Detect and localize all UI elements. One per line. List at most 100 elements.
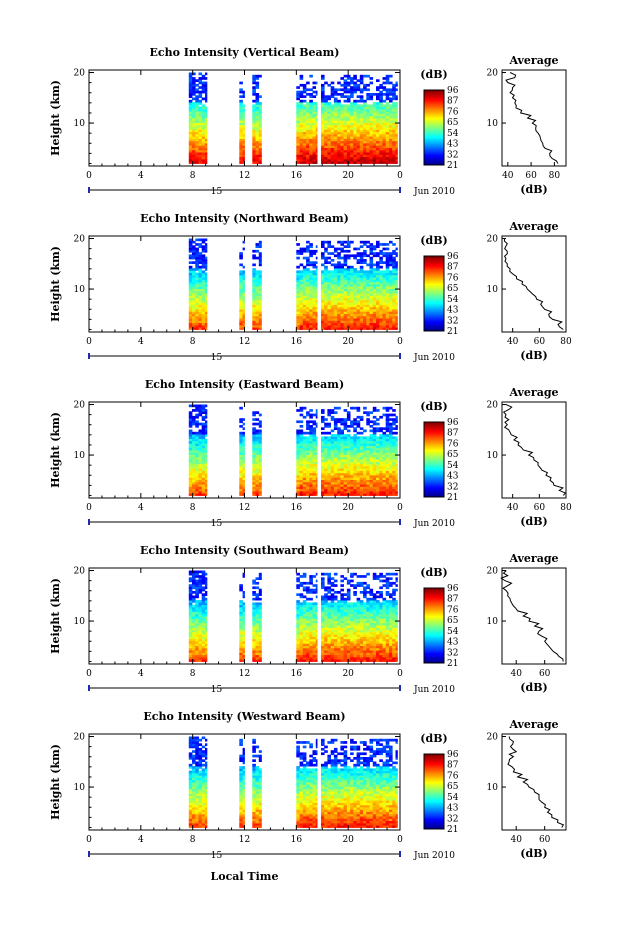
heatmap-cell — [359, 272, 364, 276]
heatmap-cell — [337, 136, 341, 139]
heatmap-cell — [255, 304, 260, 308]
heatmap-cell — [385, 309, 390, 312]
heatmap-cell — [366, 158, 370, 162]
heatmap-cell — [366, 304, 370, 308]
heatmap-cell — [198, 113, 203, 117]
heatmap-cell — [252, 604, 256, 608]
heatmap-cell — [353, 318, 357, 321]
heatmap-cell — [321, 290, 325, 294]
heatmap-cell — [346, 475, 351, 478]
heatmap-cell — [363, 259, 367, 262]
heatmap-cell — [392, 309, 396, 312]
heatmap-cell — [299, 247, 304, 251]
heatmap-cell — [239, 281, 243, 285]
heatmap-cell — [201, 618, 206, 621]
heatmap-cell — [359, 115, 364, 119]
heatmap-cell — [337, 311, 341, 314]
heatmap-cell — [302, 315, 307, 319]
heatmap-cell — [333, 90, 338, 94]
heatmap-cell — [356, 115, 361, 119]
heatmap-cell — [366, 461, 370, 465]
heatmap-cell — [309, 156, 313, 160]
heatmap-cell — [205, 431, 208, 435]
colorbar-step — [424, 100, 444, 102]
heatmap-cell — [195, 611, 199, 615]
heatmap-cell — [201, 656, 206, 660]
heatmap-cell — [192, 577, 196, 580]
y-tick-label: 10 — [74, 451, 86, 461]
heatmap-cell — [192, 415, 196, 419]
heatmap-cell — [356, 286, 361, 289]
colorbar-step — [424, 278, 444, 281]
heatmap-cell — [379, 261, 383, 264]
heatmap-cell — [340, 313, 344, 317]
heatmap-cell — [389, 156, 393, 160]
heatmap-cell — [363, 445, 367, 449]
heatmap-cell — [188, 93, 193, 96]
heatmap-cell — [369, 295, 374, 299]
heatmap-cell — [392, 263, 396, 267]
colorbar-step — [424, 132, 444, 135]
heatmap-cell — [252, 304, 256, 308]
heatmap-cell — [376, 152, 380, 155]
heatmap-cell — [188, 465, 193, 469]
heatmap-cell — [340, 284, 344, 287]
heatmap-cell — [376, 270, 380, 274]
heatmap-cell — [205, 643, 208, 646]
heatmap-cell — [333, 313, 338, 317]
heatmap-cell — [379, 415, 383, 419]
heatmap-cell — [252, 106, 256, 110]
heatmap-cell — [340, 297, 344, 301]
heatmap-cell — [201, 431, 206, 435]
heatmap-cell — [296, 322, 300, 326]
heatmap-cell — [198, 602, 203, 606]
heatmap-cell — [252, 108, 256, 112]
heatmap-cell — [312, 279, 317, 283]
heatmap-cell — [306, 465, 310, 469]
heatmap-cell — [324, 149, 328, 153]
heatmap-cell — [239, 479, 243, 483]
colorbar-step — [424, 126, 444, 128]
heatmap-cell — [389, 133, 393, 137]
heatmap-cell — [192, 83, 196, 87]
heatmap-cell — [366, 136, 370, 139]
heatmap-cell — [333, 127, 338, 130]
heatmap-cell — [376, 272, 380, 276]
heatmap-cell — [302, 277, 307, 280]
heatmap-cell — [188, 320, 193, 324]
heatmap-cell — [312, 281, 317, 285]
heatmap-cell — [201, 111, 206, 114]
heatmap-cell — [346, 149, 351, 153]
heatmap-cell — [340, 327, 344, 330]
heatmap-cell — [306, 461, 310, 465]
heatmap-cell — [392, 293, 396, 296]
heatmap-cell — [359, 438, 364, 442]
heatmap-cell — [192, 575, 196, 578]
average-x-tick-label: 80 — [560, 503, 572, 513]
heatmap-cell — [379, 450, 383, 453]
heatmap-cell — [343, 409, 348, 412]
heatmap-cell — [198, 447, 203, 451]
heatmap-cell — [392, 272, 396, 276]
heatmap-cell — [188, 618, 193, 621]
heatmap-cell — [330, 418, 335, 421]
heatmap-cell — [315, 481, 318, 485]
heatmap-cell — [239, 254, 243, 258]
heatmap-cell — [353, 274, 357, 278]
heatmap-cell — [315, 149, 318, 153]
heatmap-cell — [330, 299, 335, 303]
heatmap-cell — [201, 81, 206, 85]
heatmap-cell — [385, 286, 390, 289]
heatmap-cell — [239, 313, 243, 317]
heatmap-cell — [242, 654, 245, 658]
heatmap-cell — [389, 118, 393, 121]
heatmap-cell — [327, 290, 331, 294]
heatmap-cell — [195, 606, 199, 610]
heatmap-cell — [201, 154, 206, 158]
heatmap-cell — [327, 411, 331, 414]
heatmap-cell — [312, 293, 317, 296]
heatmap-cell — [379, 259, 383, 262]
heatmap-cell — [385, 143, 390, 146]
heatmap-cell — [192, 459, 196, 462]
heatmap-cell — [379, 297, 383, 301]
